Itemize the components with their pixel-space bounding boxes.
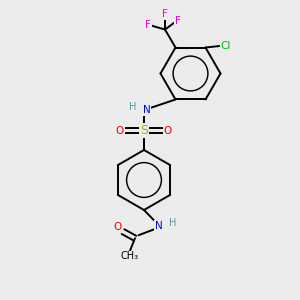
Text: F: F [145,20,151,30]
Text: F: F [175,16,181,26]
Text: O: O [113,222,121,232]
Text: F: F [162,9,168,19]
Text: CH₃: CH₃ [121,251,139,261]
Text: H: H [129,101,136,112]
Text: O: O [164,125,172,136]
Text: O: O [116,125,124,136]
Text: S: S [140,124,148,137]
Text: N: N [142,105,150,115]
Text: Cl: Cl [221,41,231,51]
Text: N: N [155,220,163,231]
Text: H: H [169,218,176,228]
